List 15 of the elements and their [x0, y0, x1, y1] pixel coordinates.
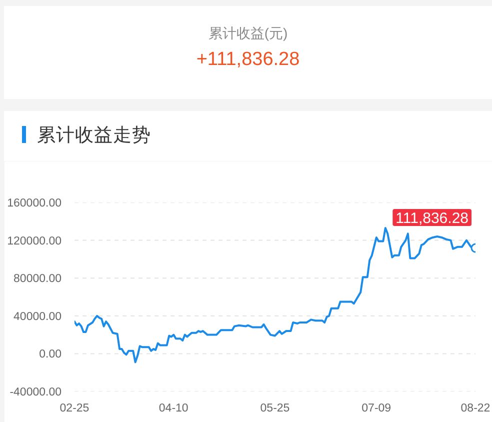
x-tick-label: 02-25 — [60, 402, 90, 414]
text: 累计收益(元) — [207, 24, 289, 42]
x-tick-label: 05-25 — [260, 402, 290, 414]
y-tick-label: 120000.00 — [7, 235, 62, 248]
y-tick-label: 80000.00 — [14, 273, 62, 286]
annotation: 111,836.28 — [396, 210, 469, 228]
y-tick-label: 160000.00 — [7, 198, 62, 210]
chart-title: 累计收益走势 — [22, 124, 151, 145]
x-tick-label: 04-10 — [158, 402, 188, 414]
y-tick-label: 0.00 — [39, 348, 62, 361]
text: +111,836.28 — [195, 48, 301, 72]
y-tick-label: -40000.00 — [10, 386, 62, 398]
y-tick-label: 40000.00 — [14, 310, 62, 323]
x-tick-label: 07-09 — [362, 402, 392, 414]
x-tick-label: 08-22 — [460, 402, 490, 414]
